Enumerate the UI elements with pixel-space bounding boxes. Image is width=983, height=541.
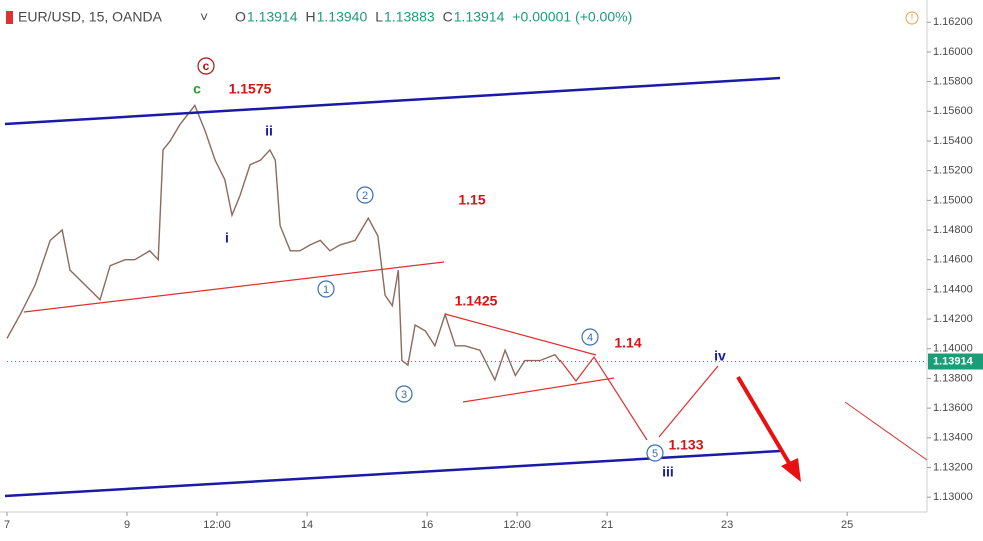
last-price-label: 1.13914 [933,355,974,367]
ohlc-label: C [443,9,453,25]
wave-label: c [193,81,201,97]
wave-circle [317,280,335,298]
wave-label: iii [662,464,674,480]
wave-circle [356,186,374,204]
wave-label: i [225,230,229,246]
y-tick-label: 1.14000 [933,343,973,355]
arrow-head [781,458,801,482]
x-tick-label: 21 [601,519,613,531]
y-tick-label: 1.13000 [933,491,973,503]
projection-line [844,401,928,461]
ohlc-label: L [375,9,383,25]
drawings [4,76,928,498]
wave-label: iv [714,348,726,364]
triangle-lower [462,377,615,403]
y-tick-label: 1.13400 [933,432,973,444]
trend-line [23,261,445,313]
triangle-upper [444,313,597,356]
wave-label: 4 [587,332,593,344]
y-tick-label: 1.15400 [933,135,973,147]
last-price-tag [928,353,983,370]
y-tick-label: 1.15800 [933,76,973,88]
x-tick-label: 14 [301,519,313,531]
arrow-shaft [736,375,794,470]
y-tick-label: 1.16000 [933,46,973,58]
ohlc-value: 1.13940 [317,9,368,25]
wave-circle [197,57,215,75]
wave-label: 1.14 [614,335,641,351]
y-tick-label: 1.15200 [933,165,973,177]
y-tick-label: 1.14800 [933,224,973,236]
x-tick-label: 7 [4,519,10,531]
ohlc-value: 1.13914 [247,9,298,25]
wave-label: 2 [362,190,368,202]
symbol: EUR/USD, 15, OANDA [18,9,163,25]
price-line [6,104,561,382]
y-tick-label: 1.14600 [933,254,973,266]
projection-down [559,355,648,441]
wave-label: ii [265,123,273,139]
ohlc-label: H [306,9,316,25]
wave-label: 3 [401,389,407,401]
wave-circle [395,385,413,403]
wave-label: 1.15 [458,192,485,208]
y-tick-label: 1.15600 [933,105,973,117]
ohlc-value: 1.13914 [454,9,505,25]
channel-top [4,76,781,126]
wave-label: c [203,59,210,73]
chevron: ˅ [200,9,208,25]
y-tick-label: 1.13600 [933,402,973,414]
x-tick-label: 12:00 [203,519,231,531]
x-tick-label: 9 [124,519,130,531]
projection-up [658,365,719,438]
wave-label: 1 [323,284,329,296]
ohlc-value: 1.13883 [384,9,435,25]
y-tick-label: 1.15000 [933,194,973,206]
ohlc-label: O [235,9,246,25]
info-icon-mark: ! [911,12,914,22]
wave-label: 1.133 [668,437,703,453]
wave-circle [581,328,599,346]
change: +0.00001 (+0.00%) [512,9,632,25]
wave-label: 1.1575 [229,81,272,97]
y-tick-label: 1.14200 [933,313,973,325]
wave-label: 1.1425 [455,293,498,309]
x-tick-label: 25 [841,519,853,531]
y-tick-label: 1.13800 [933,372,973,384]
y-tick-label: 1.13200 [933,461,973,473]
x-tick-label: 16 [421,519,433,531]
info-icon [905,11,919,25]
plot-area [6,104,561,382]
header: EUR/USD, 15, OANDA ˅ ! O 1.13914 H 1.13940 L… [6,9,919,25]
x-tick-label: 12:00 [503,519,531,531]
x-tick-label: 23 [721,519,733,531]
symbol-flag [6,11,13,24]
wave-circle [646,444,664,462]
wave-label: 5 [652,448,658,460]
y-tick-label: 1.16200 [933,16,973,28]
y-tick-label: 1.14400 [933,283,973,295]
